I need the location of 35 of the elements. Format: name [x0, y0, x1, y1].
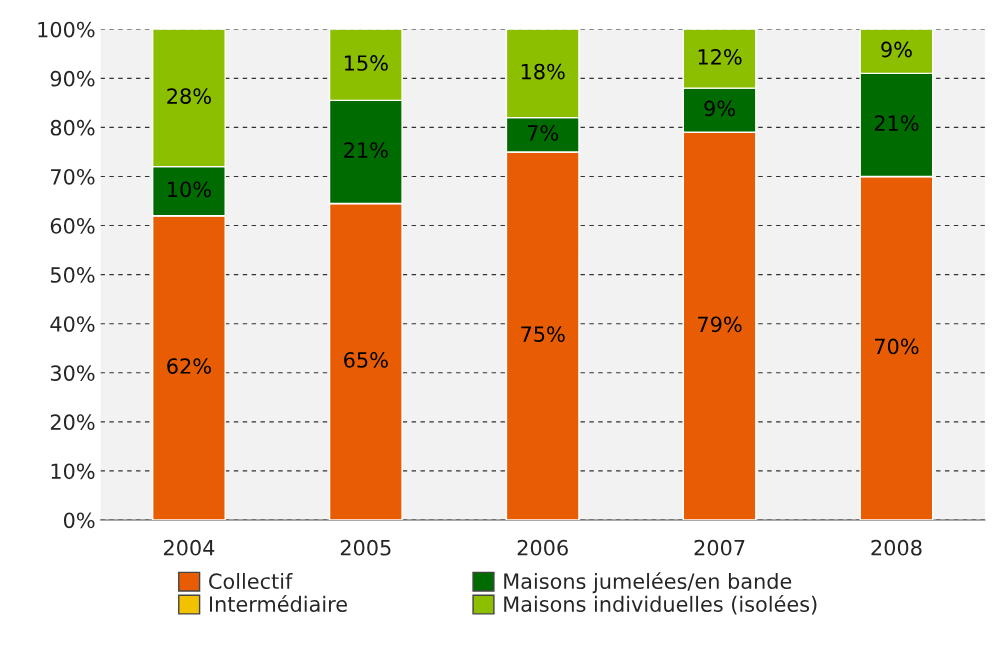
data-label: 9% [704, 100, 735, 117]
data-label: 28% [167, 88, 211, 104]
y-tick-label: 0% [63, 512, 95, 529]
legend-label: Collectif [209, 572, 293, 590]
data-label: 15% [344, 55, 388, 71]
data-label: 12% [698, 48, 742, 65]
data-label: 79% [698, 316, 742, 333]
x-tick-label: 2007 [694, 539, 745, 556]
y-tick-label: 50% [50, 267, 95, 283]
data-label: 21% [344, 142, 388, 158]
legend-label: Intermédiaire [209, 595, 347, 612]
data-label: 62% [167, 358, 211, 374]
data-label: 10% [168, 181, 211, 198]
y-tick-label: 10% [51, 463, 95, 480]
y-tick-label: 70% [51, 168, 95, 185]
y-tick-label: 90% [50, 70, 95, 87]
y-tick-label: 20% [50, 414, 95, 431]
legend-label: Maisons jumelées/en bande [504, 572, 792, 594]
legend-label: Maisons individuelles (isolées) [504, 595, 817, 615]
data-label: 21% [874, 115, 919, 131]
x-tick-label: 2006 [517, 539, 568, 556]
data-label: 70% [875, 338, 919, 355]
y-tick-label: 60% [50, 218, 95, 234]
x-tick-label: 2005 [340, 539, 391, 556]
data-label: 75% [521, 326, 565, 343]
y-tick-label: 100% [38, 21, 95, 38]
data-label: 7% [527, 125, 559, 141]
data-label: 18% [521, 63, 565, 80]
x-tick-label: 2008 [871, 539, 922, 556]
data-label: 9% [881, 41, 912, 58]
x-tick-label: 2004 [163, 539, 215, 556]
y-tick-label: 30% [50, 365, 95, 381]
y-tick-label: 40% [50, 316, 95, 332]
y-tick-label: 80% [50, 119, 95, 136]
data-label: 65% [344, 352, 388, 368]
